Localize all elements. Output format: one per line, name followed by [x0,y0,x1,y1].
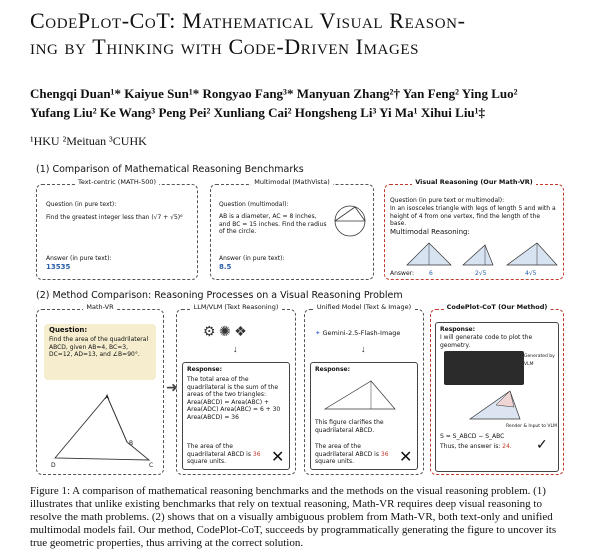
vertex-label: A [105,394,110,401]
multimodal-reasoning-label: Multimodal Reasoning: [390,228,470,236]
paper-title: CodePlot-CoT: Mathematical Visual Reason… [30,8,466,59]
box-head: CodePlot-CoT (Our Method) [443,303,551,311]
arrow-icon: ➜ [166,381,178,396]
codeplot-response-card: Response: I will generate code to plot t… [435,322,559,472]
box-head: Math-VR [83,303,117,311]
generated-note: Generated by VLM [524,354,555,367]
answer-label: Answer: [390,270,415,277]
bench-multimodal: Multimodal (MathVista) Question (multimo… [210,178,374,280]
wrong-icon: ✕ [271,449,285,466]
down-arrow-icon: ↓ [233,344,238,354]
question-label: Question (in pure text or multimodal): [390,197,505,204]
wrong-icon: ✕ [399,449,413,466]
box-head: LLM/VLM (Text Reasoning) [190,303,282,311]
box-head: Unified Model (Text & Image) [313,303,415,311]
response-body: This figure clarifies the quadrilateral … [315,419,384,434]
codeplot-panel: CodePlot-CoT (Our Method) Response: I wi… [430,303,564,475]
response-body: I will generate code to plot the geometr… [440,334,533,349]
check-icon: ✓ [536,438,548,453]
question-label: Question (in pure text): [46,201,117,208]
final-answer: The area of the quadrilateral ABCD is 36… [187,443,261,465]
question-body: Find the area of the quadrilateral ABCD,… [49,336,149,358]
bench-head: Multimodal (MathVista) [251,178,333,186]
bench-math-vr: Visual Reasoning (Our Math-VR) Question … [384,178,564,280]
math-vr-question-box: Math-VR Question: Find the area of the q… [36,303,164,475]
gemini-label: ✦ Gemini-2.5-Flash-Image [315,329,401,337]
llm-panel: LLM/VLM (Text Reasoning) ⚙ ✺ ❖ ↓ Respons… [176,303,296,475]
bench-text-centric: Text-centric (MATH-500) Question (in pur… [36,178,198,280]
question-label: Question: [49,326,88,334]
figure-caption: Figure 1: A comparison of mathematical r… [30,485,557,549]
down-arrow-icon: ↓ [361,344,366,354]
answer-value: 13535 [46,263,71,271]
vertex-label: D [51,462,56,469]
response-label: Response: [440,326,475,333]
response-label: Response: [187,366,222,373]
question-label: Question (multimodal): [219,201,289,208]
question-body: AB is a diameter, AC = 8 inches, and BC … [219,213,327,235]
circle-figure [334,205,366,237]
question-card: Question: Find the area of the quadrilat… [44,324,156,380]
response-label: Response: [315,366,350,373]
author-list: Chengqi Duan¹* Kaiyue Sun¹* Rongyao Fang… [30,86,518,120]
affiliations: ¹HKU ²Meituan ³CUHK [30,134,147,148]
response-body: The total area of the quadrilateral is t… [187,376,281,421]
unified-response-card: Response: This figure clarifies the quad… [310,362,418,470]
answer-value: 2√5 [475,270,487,277]
final-answer: The area of the quadrilateral ABCD is 36… [315,443,389,465]
area-formula: S = S_ABCD − S_ABC [440,433,505,440]
bench-head: Text-centric (MATH-500) [74,178,160,186]
unified-panel: Unified Model (Text & Image) ✦ Gemini-2.… [304,303,424,475]
triangle-figures [406,242,558,266]
answer-value: 8.5 [219,263,232,271]
section2-heading: (2) Method Comparison: Reasoning Process… [36,290,403,301]
answer-value: 6 [429,270,433,277]
question-body: Find the greatest integer less than (√7 … [46,214,183,221]
answer-value: 4√5 [525,270,537,277]
answer-label: Answer (in pure text): [219,255,285,262]
gemini-icon: ✦ [315,329,323,337]
section1-heading: (1) Comparison of Mathematical Reasoning… [36,164,304,175]
answer-label: Answer (in pure text): [46,255,112,262]
plotted-figure [468,390,521,420]
vertex-label: B [129,440,134,447]
llm-response-card: Response: The total area of the quadrila… [182,362,290,470]
question-body: In an isosceles triangle with legs of le… [390,205,556,227]
model-logos: ⚙ ✺ ❖ [203,325,247,340]
render-note: Render & Input to VLM [506,424,557,429]
vertex-label: C [149,462,154,469]
code-block [444,351,524,385]
generated-figure [323,380,396,410]
bench-head: Visual Reasoning (Our Math-VR) [412,178,536,186]
quadrilateral-figure [54,395,151,461]
final-answer: Thus, the answer is: 24. [440,443,512,450]
